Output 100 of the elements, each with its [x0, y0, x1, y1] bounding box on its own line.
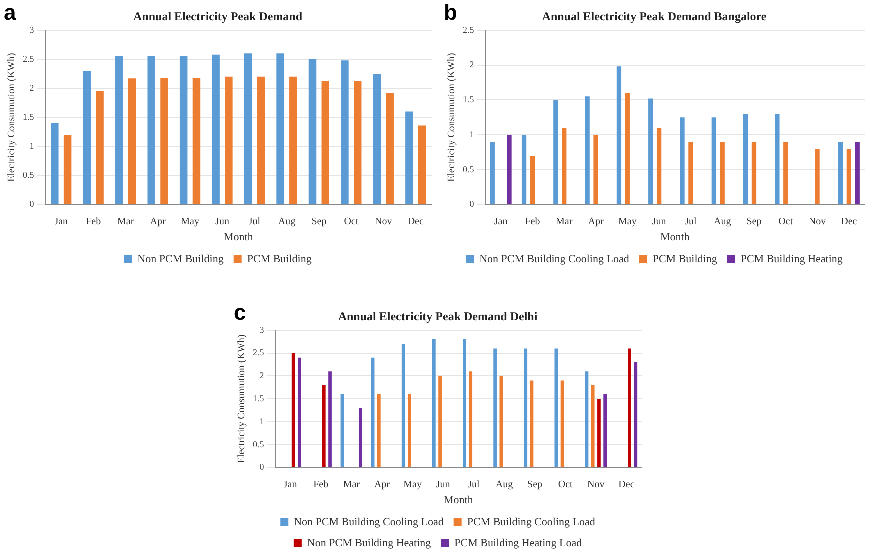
legend-label: PCM Building [652, 253, 718, 266]
bar [192, 78, 201, 204]
bar [522, 135, 527, 204]
bar [212, 54, 220, 204]
y-tick-label: 0.5 [463, 164, 475, 174]
bar [775, 114, 780, 204]
bar [160, 78, 168, 204]
y-tick-label: 0 [470, 199, 475, 210]
x-tick-label: Aug [714, 216, 732, 228]
bar [298, 358, 302, 468]
bar [554, 100, 558, 204]
bar [712, 118, 716, 204]
x-tick-label: Mar [117, 216, 135, 228]
x-tick-label: Feb [314, 479, 329, 490]
bar [625, 93, 630, 204]
bar [96, 91, 104, 204]
y-tick-label: 1 [470, 129, 474, 140]
bar [257, 76, 266, 204]
y-tick-label: 1.5 [253, 393, 265, 404]
x-tick-label: May [404, 479, 422, 490]
bar [292, 353, 296, 468]
bar [408, 394, 412, 468]
bar [855, 142, 860, 204]
y-tick-label: 1.5 [463, 94, 475, 105]
bar [720, 142, 725, 204]
x-tick-label: Jun [436, 479, 450, 490]
y-tick-label: 2 [30, 82, 34, 93]
legend-label: PCM Building Cooling Load [467, 516, 596, 528]
y-axis-title: Electricity Consumution (KWh) [446, 53, 458, 182]
x-axis-title: Month [660, 231, 690, 244]
x-tick-label: Oct [778, 216, 794, 228]
bar [490, 142, 495, 204]
x-tick-label: Sep [312, 216, 327, 228]
bar [83, 71, 92, 204]
y-tick-label: 0.5 [23, 170, 35, 180]
x-tick-label: Sep [746, 216, 762, 228]
legend-label: Non PCM Building Heating [307, 537, 432, 550]
x-tick-label: Feb [525, 216, 540, 228]
bar [244, 54, 252, 204]
x-axis-title: Month [224, 231, 254, 244]
bar [116, 56, 124, 204]
x-tick-label: Sep [528, 479, 543, 490]
bar [838, 142, 844, 204]
bar [562, 128, 567, 204]
x-tick-label: Nov [588, 479, 605, 490]
legend-label: Non PCM Building Cooling Load [294, 516, 444, 528]
bar [276, 54, 284, 204]
text: c [234, 300, 246, 326]
y-tick-label: 1 [30, 141, 34, 152]
bar [752, 142, 757, 204]
bar [322, 82, 330, 204]
y-tick-label: 2 [470, 60, 474, 70]
bar [225, 76, 233, 204]
legend-label: Non PCM Building [138, 253, 224, 266]
bar [432, 340, 436, 468]
x-tick-label: Jul [685, 216, 698, 228]
bar [784, 142, 788, 204]
chart-title: Annual Electricity Peak Demand [134, 9, 303, 24]
bar [815, 148, 820, 204]
bar [628, 348, 632, 468]
x-tick-label: Nov [808, 216, 826, 228]
bar [438, 376, 442, 468]
bar [418, 126, 426, 204]
x-tick-label: Jan [284, 479, 298, 490]
bar [598, 399, 601, 468]
bar [402, 344, 406, 468]
y-axis-title: Electricity Consumution (KWh) [6, 53, 18, 182]
bar [554, 348, 558, 468]
bar [322, 385, 326, 468]
y-tick-label: 1 [260, 416, 264, 426]
x-tick-label: May [181, 216, 200, 228]
x-tick-label: Jun [216, 216, 230, 228]
x-tick-label: Nov [375, 216, 392, 228]
x-tick-label: May [618, 216, 637, 228]
bar [354, 82, 362, 204]
bar [680, 118, 685, 204]
x-tick-label: Mar [343, 479, 361, 490]
text: b [444, 0, 458, 26]
y-tick-label: 3 [30, 24, 35, 35]
x-tick-label: Feb [86, 216, 102, 228]
legend-label: Non PCM Building Cooling Load [480, 253, 630, 266]
x-tick-label: Jul [248, 216, 261, 228]
y-tick-label: 2.5 [23, 54, 35, 64]
x-tick-label: Dec [618, 479, 636, 490]
bar [634, 362, 638, 468]
chart-title: Annual Electricity Peak Demand Delhi [338, 309, 538, 324]
x-tick-label: Apr [150, 216, 166, 228]
x-tick-label: Aug [278, 216, 296, 228]
legend-label: PCM Building Heating [740, 253, 844, 266]
y-axis-title: Electricity Consumution (KWh) [236, 334, 248, 464]
chart-title: Annual Electricity Peak Demand Bangalore [542, 9, 768, 24]
bar [463, 340, 466, 468]
y-tick-label: 2.5 [463, 24, 475, 35]
x-tick-label: Apr [588, 216, 604, 228]
x-tick-label: Dec [841, 216, 858, 228]
bar [386, 93, 394, 204]
text: a [4, 0, 16, 26]
bar [64, 135, 72, 204]
bar [616, 66, 622, 204]
bar [524, 348, 528, 468]
